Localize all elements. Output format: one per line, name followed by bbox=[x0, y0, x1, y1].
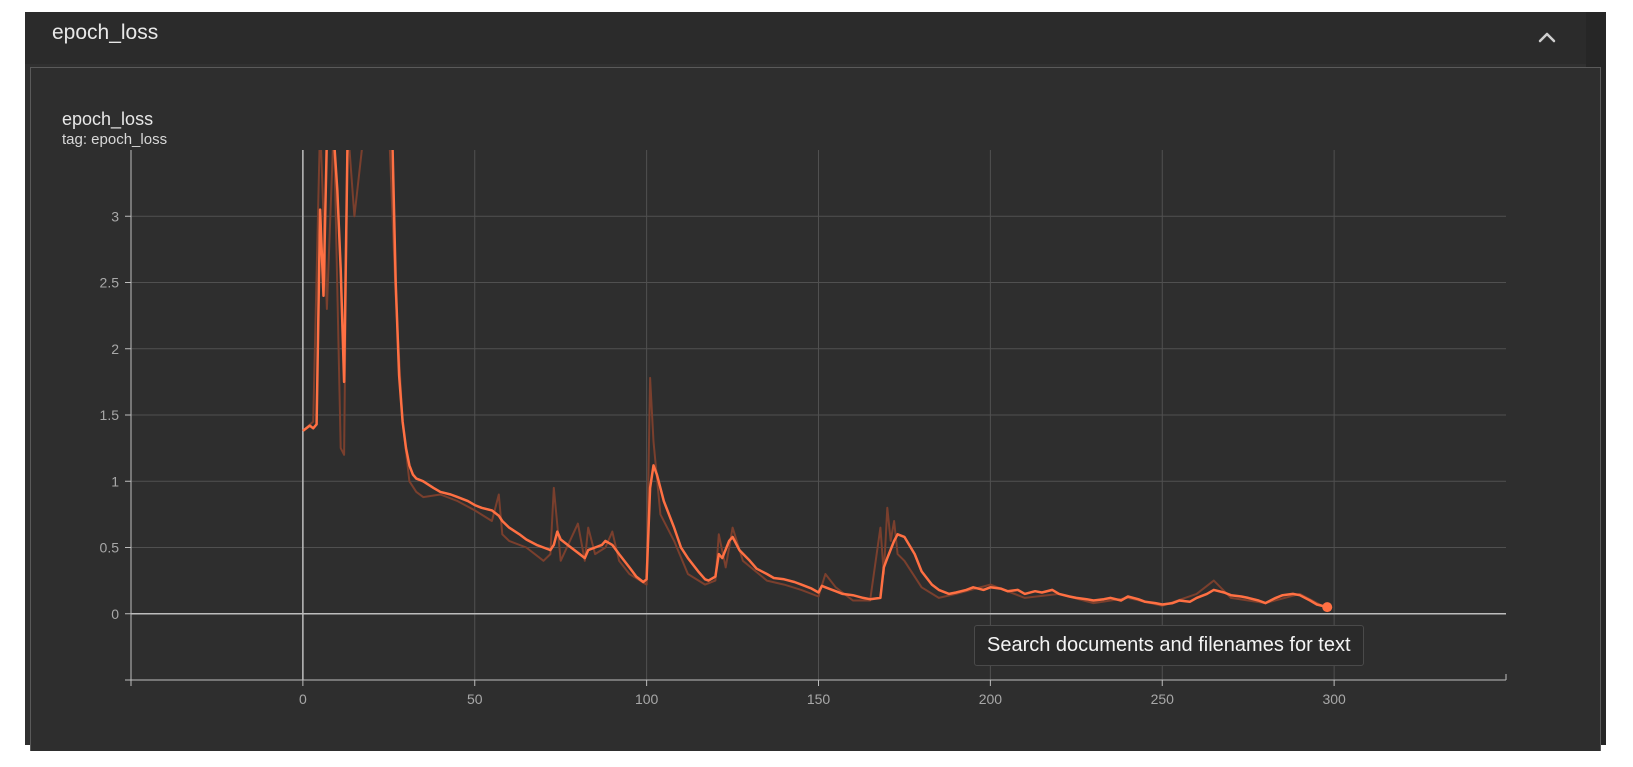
y-tick-label: 2.5 bbox=[100, 275, 120, 291]
x-tick-label: 250 bbox=[1151, 691, 1175, 707]
x-tick-label: 50 bbox=[467, 691, 483, 707]
chart-title: epoch_loss bbox=[62, 109, 154, 129]
series-end-point bbox=[1322, 602, 1333, 613]
y-tick-label: 2 bbox=[111, 341, 119, 357]
chevron-up-icon[interactable] bbox=[1533, 24, 1561, 52]
x-tick-label: 0 bbox=[299, 691, 307, 707]
chart-card: epoch_loss tag: epoch_loss 0 0.5 1 1.5 2 2.5 3… bbox=[30, 67, 1601, 751]
y-tick-label: 1.5 bbox=[100, 407, 120, 423]
tooltip-text: Search documents and filenames for text bbox=[987, 634, 1351, 656]
y-tick-label: 0 bbox=[111, 606, 119, 622]
x-tick-label: 200 bbox=[979, 691, 1003, 707]
series-line-smoothed bbox=[302, 150, 1328, 609]
panel-title: epoch_loss bbox=[52, 21, 159, 44]
panel-header[interactable]: epoch_loss bbox=[25, 12, 1606, 64]
tooltip: Search documents and filenames for text bbox=[974, 625, 1364, 666]
y-tick-label: 1 bbox=[111, 473, 119, 489]
y-tick-label: 0.5 bbox=[100, 540, 120, 556]
series-line-raw bbox=[302, 150, 1328, 610]
y-tick-label: 3 bbox=[111, 208, 119, 224]
line-chart[interactable]: 0 0.5 1 1.5 2 2.5 3 0 50 100 150 200 250 300 bbox=[31, 68, 1600, 752]
chart-tag: tag: epoch_loss bbox=[62, 131, 168, 148]
x-tick-label: 100 bbox=[635, 691, 659, 707]
x-tick-label: 150 bbox=[807, 691, 831, 707]
x-tick-label: 300 bbox=[1322, 691, 1346, 707]
